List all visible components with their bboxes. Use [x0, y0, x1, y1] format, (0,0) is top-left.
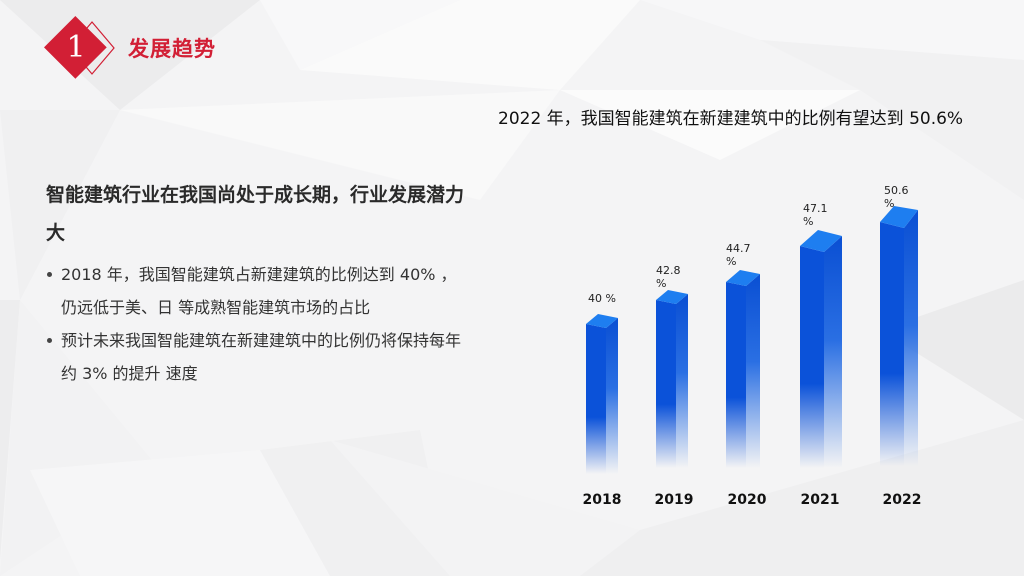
bullet-dot-icon — [47, 338, 52, 343]
bar-chart: 40 % 42.8 % 44.7 % 47.1 % — [560, 170, 960, 530]
value-label: 47.1 % — [803, 202, 828, 228]
bullet-item: 预计未来我国智能建筑在新建建筑中的比例仍将保持每年约 3% 的提升 速度 — [46, 324, 466, 390]
bullet-item: 2018 年，我国智能建筑占新建建筑的比例达到 40% ，仍远低于美、日 等成熟… — [46, 258, 466, 324]
value-label: 42.8 % — [656, 264, 681, 290]
value-label: 50.6 % — [884, 184, 909, 210]
section-number: 1 — [66, 30, 86, 65]
section-header: 1 发展趋势 — [44, 16, 344, 80]
x-axis-label: 2018 — [582, 492, 622, 508]
bullet-dot-icon — [47, 272, 52, 277]
value-label: 44.7 % — [726, 242, 751, 268]
bullet-list: 2018 年，我国智能建筑占新建建筑的比例达到 40% ，仍远低于美、日 等成熟… — [46, 258, 466, 390]
summary-heading: 智能建筑行业在我国尚处于成长期，行业发展潜力大 — [46, 184, 465, 244]
diamond-badge-icon — [44, 16, 115, 79]
summary-panel: 智能建筑行业在我国尚处于成长期，行业发展潜力大 2018 年，我国智能建筑占新建… — [46, 176, 466, 390]
chart-title: 2022 年，我国智能建筑在新建建筑中的比例有望达到 50.6% — [498, 109, 964, 129]
x-axis-label: 2022 — [882, 492, 922, 508]
x-axis-label: 2020 — [727, 492, 767, 508]
x-axis-label: 2019 — [654, 492, 694, 508]
value-label: 40 % — [588, 292, 616, 305]
section-title: 发展趋势 — [128, 37, 216, 61]
x-axis-label: 2021 — [800, 492, 840, 508]
